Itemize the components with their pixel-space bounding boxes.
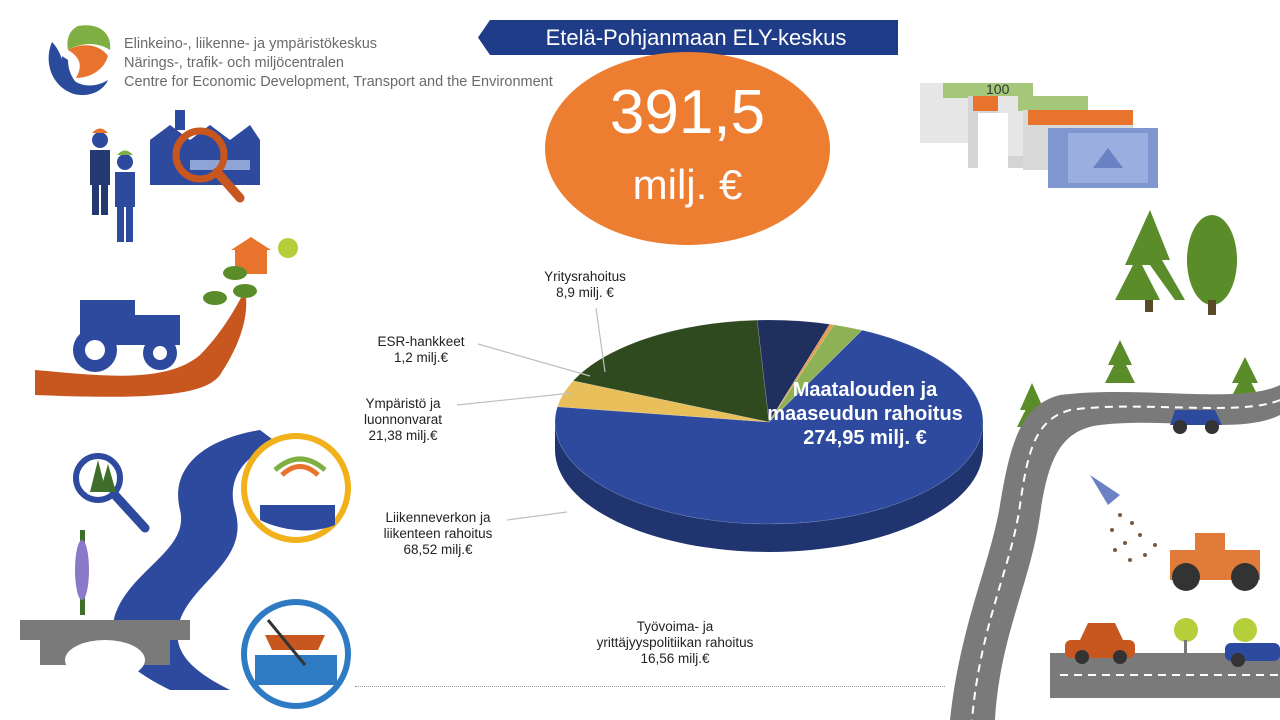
label-yritysrahoitus-name: Yritysrahoitus <box>544 269 626 284</box>
bottom-divider <box>355 686 945 687</box>
ely-logo <box>48 25 111 96</box>
total-value: 391,5 <box>609 78 766 147</box>
label-esr: ESR-hankkeet 1,2 milj.€ <box>356 334 486 366</box>
label-esr-name: ESR-hankkeet <box>377 334 465 349</box>
total-oval <box>545 52 830 245</box>
label-yritysrahoitus: Yritysrahoitus 8,9 milj. € <box>510 269 660 301</box>
label-tyovoima-value: 16,56 milj.€ <box>640 651 710 666</box>
label-tyovoima: Työvoima- ja yrittäjyyspolitiikan rahoit… <box>595 619 755 667</box>
org-name-en: Centre for Economic Development, Transpo… <box>124 74 553 90</box>
pie-slice-yritysrahoitus <box>768 324 863 423</box>
leader-line-esr <box>477 343 591 377</box>
banknote-label-100: 100 <box>986 81 1010 97</box>
organization-names: Elinkeino-, liikenne- ja ympäristökeskus… <box>124 35 553 92</box>
pie-slice-liikenne <box>572 319 770 423</box>
pie-side-maatalous <box>555 422 983 552</box>
pie-slice-ymparisto <box>756 319 831 423</box>
banner-title: Etelä-Pohjanmaan ELY-keskus <box>545 25 847 50</box>
org-name-sv: Närings-, trafik- och miljöcentralen <box>124 55 344 71</box>
tractor-farm-illustration <box>35 237 298 397</box>
leader-line-ymparisto <box>456 392 573 406</box>
road-trees-illustration <box>950 210 1280 720</box>
label-yritysrahoitus-value: 8,9 milj. € <box>556 285 614 300</box>
title-banner <box>478 20 898 55</box>
leader-line-yritysrahoitus <box>595 307 606 373</box>
label-ymparisto-name: Ympäristö ja luonnonvarat <box>363 396 443 427</box>
leader-line-liikenne <box>506 511 568 521</box>
org-name-fi: Elinkeino-, liikenne- ja ympäristökeskus <box>124 36 378 52</box>
river-nature-illustration <box>20 430 351 709</box>
total-unit: milj. € <box>632 161 743 208</box>
label-liikenne: Liikenneverkon ja liikenteen rahoitus 68… <box>368 510 508 558</box>
label-liikenne-value: 68,52 milj.€ <box>403 542 473 557</box>
pie-slice-esr <box>768 323 835 423</box>
label-maatalous-value: 274,95 milj. € <box>803 427 927 449</box>
label-tyovoima-name: Työvoima- ja yrittäjyyspolitiikan rahoit… <box>596 619 754 650</box>
label-ymparisto: Ympäristö ja luonnonvarat 21,38 milj.€ <box>348 396 458 444</box>
label-maatalous-name: Maatalouden ja maaseudun rahoitus <box>767 379 963 425</box>
label-maatalous: Maatalouden ja maaseudun rahoitus 274,95… <box>760 378 970 450</box>
label-liikenne-name: Liikenneverkon ja liikenteen rahoitus <box>383 510 493 541</box>
label-ymparisto-value: 21,38 milj.€ <box>368 428 438 443</box>
banknotes-illustration: 100 <box>920 81 1158 188</box>
workers-factory-illustration <box>90 110 260 242</box>
pie-slice-maatalous <box>554 329 984 525</box>
label-esr-value: 1,2 milj.€ <box>393 350 449 365</box>
